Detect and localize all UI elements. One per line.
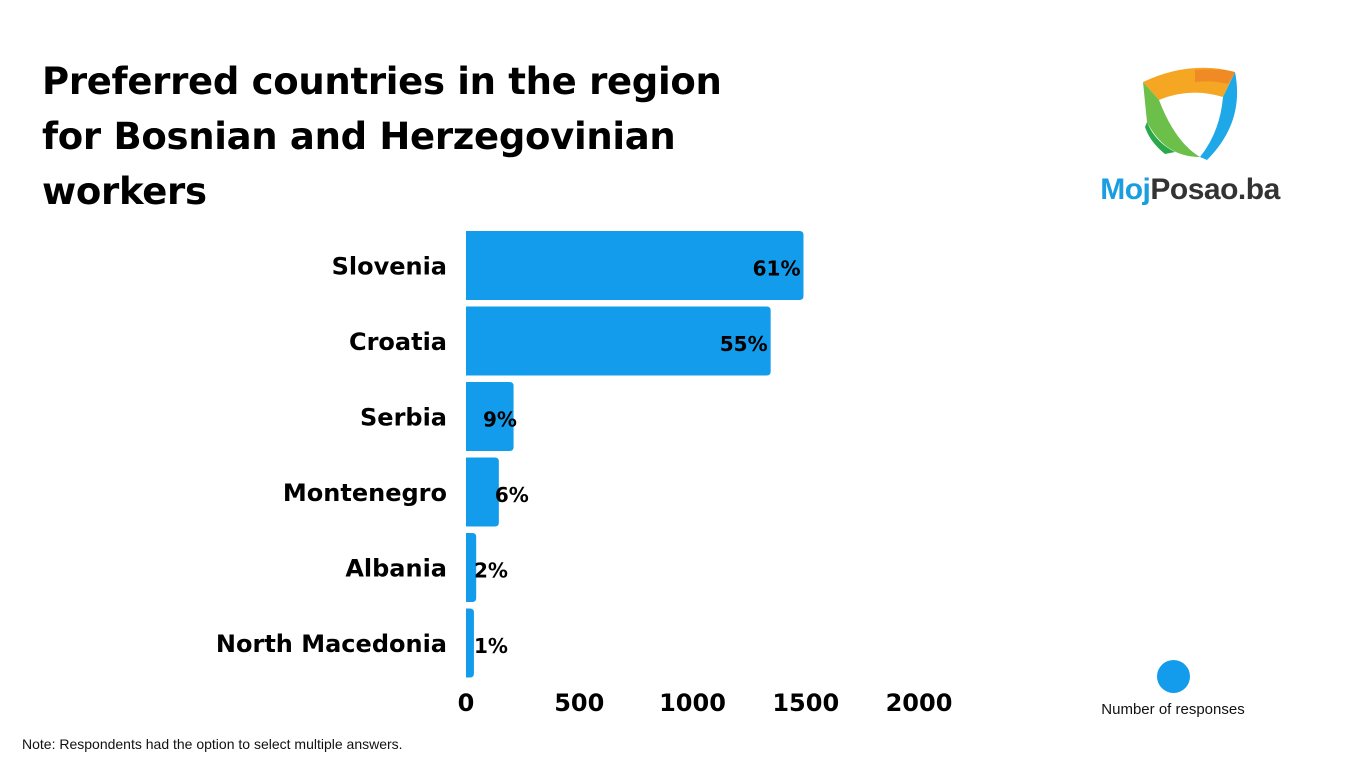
bar xyxy=(466,457,499,527)
mojposao-logo: MojPosao.ba xyxy=(1095,62,1285,207)
legend-marker xyxy=(1156,660,1190,693)
chart-title: Preferred countries in the region for Bo… xyxy=(42,60,722,213)
logo-text-moj: Moj xyxy=(1100,173,1151,206)
x-tick-label: 500 xyxy=(554,689,604,717)
legend-label: Number of responses xyxy=(1101,701,1245,718)
footnote: Note: Respondents had the option to sele… xyxy=(22,736,403,752)
bar xyxy=(466,608,474,678)
bar xyxy=(466,231,804,300)
category-label: Montenegro xyxy=(283,479,447,507)
category-label: Croatia xyxy=(349,328,447,356)
data-label: 6% xyxy=(495,483,529,507)
logo-text-posao: Posao.ba xyxy=(1150,173,1280,206)
category-label: Serbia xyxy=(360,404,447,432)
x-tick-label: 0 xyxy=(458,689,475,717)
category-label: Slovenia xyxy=(332,253,447,281)
bar xyxy=(466,382,514,451)
x-tick-label: 1500 xyxy=(772,689,839,717)
data-label: 9% xyxy=(483,408,517,432)
data-label: 61% xyxy=(753,257,801,281)
legend: Number of responses xyxy=(1090,660,1256,718)
data-label: 55% xyxy=(720,332,768,356)
bar xyxy=(466,306,771,376)
data-label: 1% xyxy=(474,634,508,658)
category-label: Albania xyxy=(345,555,447,583)
bar xyxy=(466,533,477,602)
category-label: North Macedonia xyxy=(216,630,447,658)
logo-emblem-icon xyxy=(1143,67,1238,160)
x-tick-label: 1000 xyxy=(659,689,726,717)
x-tick-label: 2000 xyxy=(886,689,953,717)
data-label: 2% xyxy=(474,559,508,583)
